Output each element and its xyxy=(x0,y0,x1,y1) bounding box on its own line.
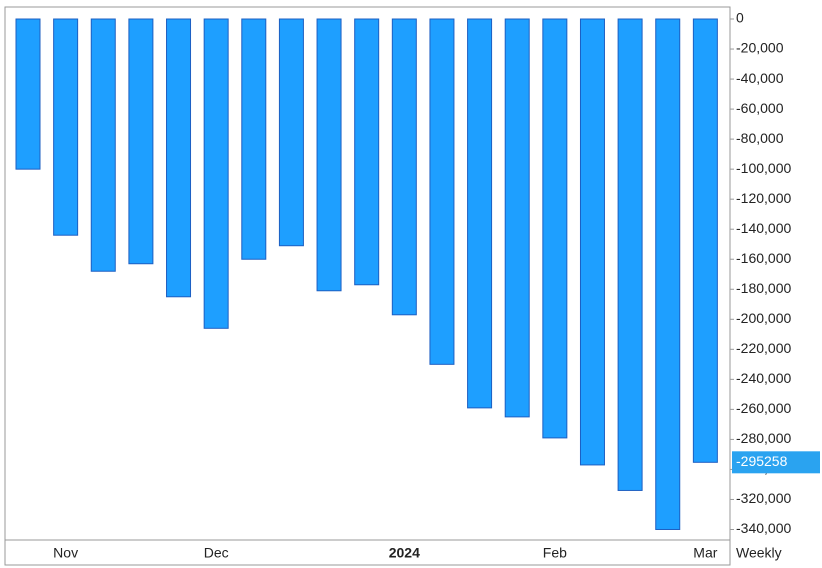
bar xyxy=(504,18,530,418)
bar xyxy=(354,18,380,286)
bar xyxy=(90,18,116,272)
y-tick-label: -220,000 xyxy=(736,340,791,356)
y-tick-label: -60,000 xyxy=(736,100,784,116)
x-tick-label: Mar xyxy=(693,545,717,561)
y-tick-label: -340,000 xyxy=(736,520,791,536)
y-tick-label: -120,000 xyxy=(736,190,791,206)
y-tick-label: 0 xyxy=(736,10,744,26)
bar xyxy=(542,18,568,439)
y-tick-label: -200,000 xyxy=(736,310,791,326)
y-tick-label: -180,000 xyxy=(736,280,791,296)
x-tick-label: Feb xyxy=(543,545,567,561)
bar xyxy=(278,18,304,247)
y-tick-label: -40,000 xyxy=(736,70,784,86)
x-axis-label: Weekly xyxy=(736,545,782,561)
bar xyxy=(203,18,229,329)
y-tick-label: -20,000 xyxy=(736,40,784,56)
y-tick-label: -160,000 xyxy=(736,250,791,266)
bar xyxy=(655,18,681,530)
y-tick-label: -260,000 xyxy=(736,400,791,416)
y-tick-label: -280,000 xyxy=(736,430,791,446)
x-tick-label: 2024 xyxy=(389,545,420,561)
bar xyxy=(15,18,41,170)
bar xyxy=(166,18,192,298)
y-tick-label: -320,000 xyxy=(736,490,791,506)
bar xyxy=(617,18,643,491)
y-tick-label: -80,000 xyxy=(736,130,784,146)
last-value-tag xyxy=(732,451,820,474)
x-tick-label: Dec xyxy=(204,545,229,561)
bar xyxy=(391,18,417,316)
last-value-label: -295258 xyxy=(736,453,788,469)
y-tick-label: -240,000 xyxy=(736,370,791,386)
frame xyxy=(4,6,731,566)
bar xyxy=(316,18,342,292)
bar xyxy=(692,18,718,463)
bar xyxy=(128,18,154,265)
y-tick-label: -100,000 xyxy=(736,160,791,176)
bar xyxy=(429,18,455,365)
bar xyxy=(579,18,605,466)
y-tick-label: -140,000 xyxy=(736,220,791,236)
x-tick-label: Nov xyxy=(53,545,78,561)
bar xyxy=(53,18,79,236)
bar xyxy=(241,18,267,260)
bar xyxy=(467,18,493,409)
